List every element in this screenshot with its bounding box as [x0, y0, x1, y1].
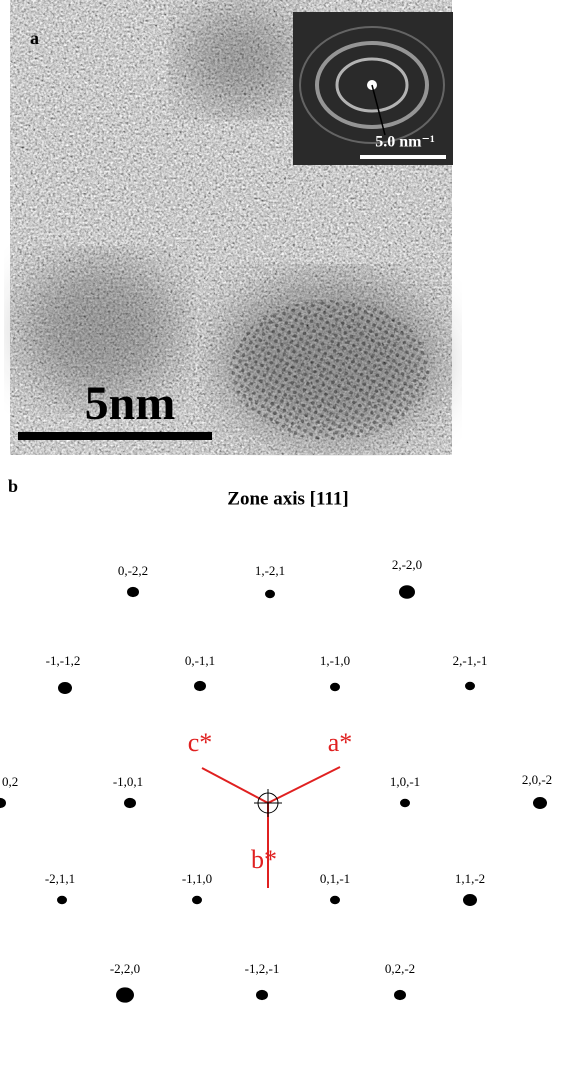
diffraction-spot [465, 681, 475, 691]
spot-label: -2,2,0 [110, 961, 140, 976]
spot-label: -1,-1,2 [46, 653, 81, 668]
spot-label: -2,1,1 [45, 871, 75, 886]
diffraction-spot [330, 895, 340, 905]
diffraction-spot [194, 680, 206, 692]
spot-label: 0,-1,1 [185, 653, 215, 668]
diffraction-spot [256, 989, 268, 1001]
spot-label: -1,1,0 [182, 871, 212, 886]
diffraction-spot [124, 797, 136, 809]
diffraction-spot [116, 987, 134, 1003]
diffraction-spot [0, 797, 6, 809]
spot-label: 1,0,-1 [390, 774, 420, 789]
panel-label: a [30, 28, 39, 48]
title: Zone axis [111] [227, 488, 348, 509]
inset: 5.0 nm⁻¹ [293, 12, 453, 165]
diffraction-spot [57, 895, 67, 905]
diffraction-spot [127, 586, 139, 598]
diffraction-spot [330, 682, 340, 692]
diffraction-spot [58, 682, 72, 694]
spot-label: 0,2 [2, 774, 18, 789]
spot-label: 0,2,-2 [385, 961, 415, 976]
inset-scale-label: 5.0 nm⁻¹ [375, 134, 435, 151]
spot-label: -1,0,1 [113, 774, 143, 789]
axes: c* a* b* [188, 728, 353, 888]
spot-label: 2,-1,-1 [453, 653, 488, 668]
spot-label: 1,-2,1 [255, 563, 285, 578]
spot-label: 2,-2,0 [392, 557, 422, 572]
axis-label: a* [328, 728, 353, 757]
spot-label: 0,-2,2 [118, 563, 148, 578]
diffraction-spot [400, 798, 410, 808]
spot-label: 2,0,-2 [522, 772, 552, 787]
diffraction-spot [192, 895, 202, 905]
diffraction-spot [265, 589, 275, 599]
spot-label: 1,1,-2 [455, 871, 485, 886]
diffraction-spot [463, 894, 477, 906]
diffraction-spot [533, 797, 547, 809]
spot-label: 0,1,-1 [320, 871, 350, 886]
diffraction-spot [394, 989, 406, 1001]
spot-label: -1,2,-1 [245, 961, 280, 976]
spots: 0,-2,2 1,-2,1 2,-2,0 -1,-1,2 0,-1,1 1,-1,0 2,-… [0, 557, 552, 1003]
axis-label: b* [251, 845, 277, 874]
spot-label: 1,-1,0 [320, 653, 350, 668]
scale-label: 5nm [85, 377, 176, 430]
panel-label: b [8, 476, 18, 496]
tem-image: a 5.0 nm⁻¹ 5nm [10, 0, 453, 455]
axis-label: c* [188, 728, 213, 757]
diffraction-spot [399, 585, 415, 599]
